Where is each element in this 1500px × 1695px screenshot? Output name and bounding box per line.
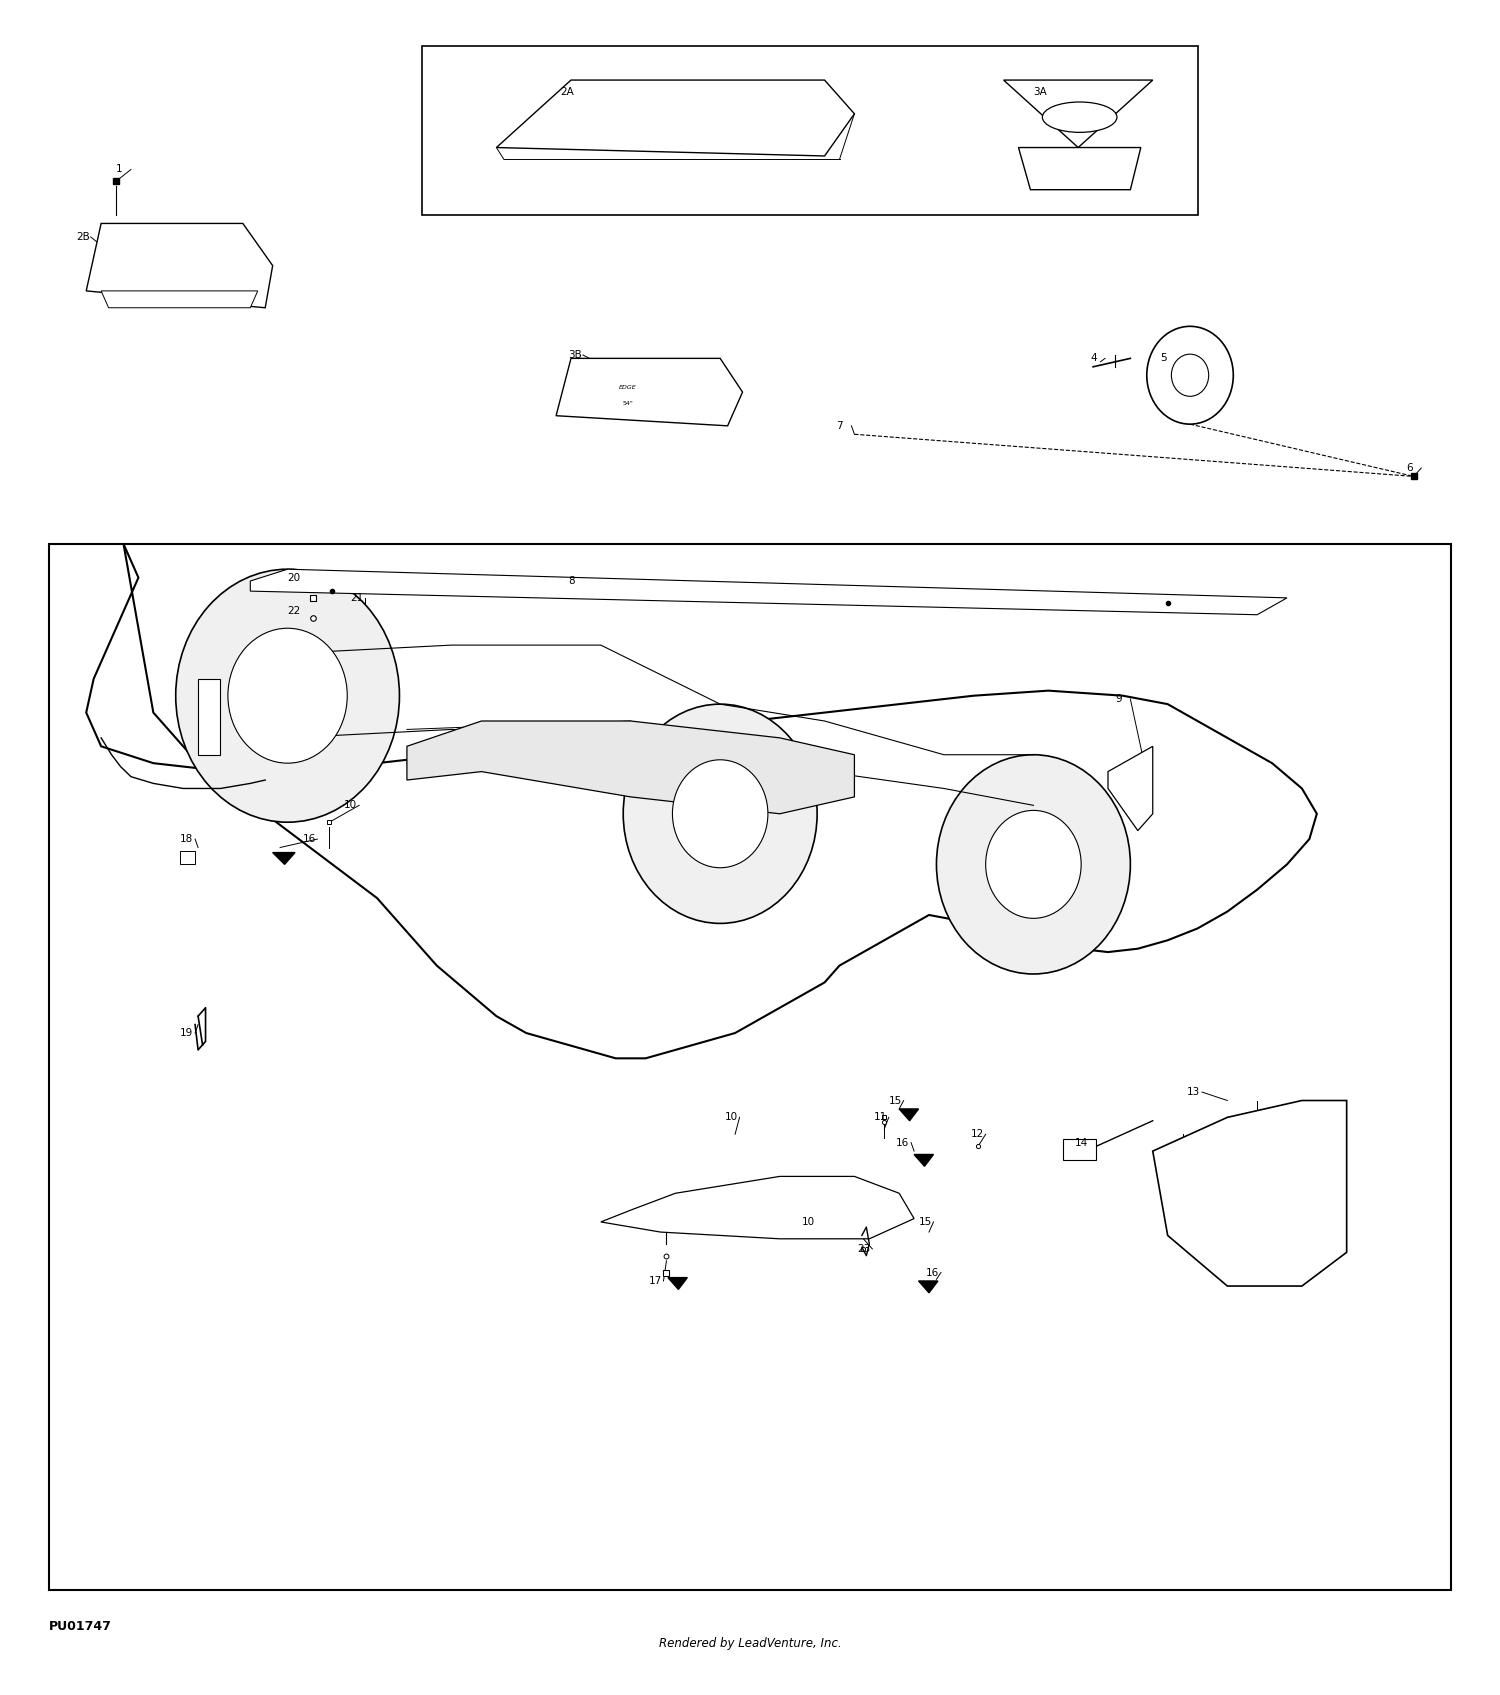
Text: 16: 16 bbox=[303, 834, 315, 844]
Text: 20: 20 bbox=[288, 573, 300, 583]
Bar bbox=[50, 544, 1450, 1590]
Text: 15: 15 bbox=[918, 1217, 932, 1227]
Polygon shape bbox=[86, 544, 1317, 1058]
Text: 14: 14 bbox=[1076, 1137, 1089, 1148]
Polygon shape bbox=[100, 292, 258, 308]
Text: 54": 54" bbox=[622, 402, 633, 407]
Text: Rendered by LeadVenture, Inc.: Rendered by LeadVenture, Inc. bbox=[658, 1637, 842, 1651]
Bar bbox=[422, 46, 1197, 215]
Ellipse shape bbox=[1148, 327, 1233, 424]
Text: 11: 11 bbox=[874, 1112, 886, 1122]
Text: 18: 18 bbox=[180, 834, 194, 844]
Text: 8: 8 bbox=[568, 576, 574, 586]
Text: 13: 13 bbox=[1186, 1086, 1200, 1097]
Text: 2A: 2A bbox=[561, 86, 574, 97]
Text: 6: 6 bbox=[1407, 463, 1413, 473]
Text: 10: 10 bbox=[724, 1112, 738, 1122]
Polygon shape bbox=[556, 358, 742, 425]
Text: 23: 23 bbox=[858, 1244, 870, 1254]
Ellipse shape bbox=[1172, 354, 1209, 397]
Text: 1: 1 bbox=[116, 164, 123, 175]
Text: 5: 5 bbox=[1160, 353, 1167, 363]
Circle shape bbox=[672, 759, 768, 868]
Text: LeadVenture: LeadVenture bbox=[640, 866, 860, 895]
Ellipse shape bbox=[1042, 102, 1118, 132]
Text: 19: 19 bbox=[180, 1029, 194, 1037]
Text: 2B: 2B bbox=[76, 232, 90, 242]
Circle shape bbox=[622, 703, 818, 924]
Text: 10: 10 bbox=[345, 800, 357, 810]
Text: EDGE: EDGE bbox=[620, 385, 636, 390]
Polygon shape bbox=[1108, 746, 1152, 831]
Polygon shape bbox=[1019, 147, 1142, 190]
Text: 10: 10 bbox=[802, 1217, 816, 1227]
Polygon shape bbox=[86, 224, 273, 308]
Text: 9: 9 bbox=[1116, 693, 1122, 703]
Text: 16: 16 bbox=[896, 1137, 909, 1148]
Text: PU01747: PU01747 bbox=[50, 1620, 112, 1634]
Text: 16: 16 bbox=[926, 1268, 939, 1278]
Polygon shape bbox=[406, 720, 855, 814]
Polygon shape bbox=[273, 853, 296, 864]
Circle shape bbox=[936, 754, 1131, 975]
Text: 7: 7 bbox=[837, 420, 843, 431]
Circle shape bbox=[228, 629, 346, 763]
Polygon shape bbox=[918, 1281, 938, 1293]
Bar bbox=[1064, 1139, 1096, 1159]
Text: 21: 21 bbox=[350, 593, 363, 603]
Text: 4: 4 bbox=[1090, 353, 1096, 363]
Polygon shape bbox=[914, 1154, 933, 1166]
Text: 3B: 3B bbox=[568, 349, 582, 359]
Polygon shape bbox=[1004, 80, 1152, 147]
Polygon shape bbox=[898, 1109, 918, 1120]
Polygon shape bbox=[198, 678, 220, 754]
Polygon shape bbox=[251, 570, 1287, 615]
Polygon shape bbox=[1152, 1100, 1347, 1287]
Polygon shape bbox=[602, 1176, 914, 1239]
Polygon shape bbox=[668, 1278, 687, 1290]
Polygon shape bbox=[180, 851, 195, 864]
Text: 17: 17 bbox=[648, 1276, 662, 1287]
Text: 3A: 3A bbox=[1034, 86, 1047, 97]
Text: 22: 22 bbox=[288, 607, 302, 617]
Text: 12: 12 bbox=[970, 1129, 984, 1139]
Circle shape bbox=[176, 570, 399, 822]
Polygon shape bbox=[496, 80, 855, 156]
Text: 15: 15 bbox=[888, 1095, 902, 1105]
Circle shape bbox=[986, 810, 1082, 919]
